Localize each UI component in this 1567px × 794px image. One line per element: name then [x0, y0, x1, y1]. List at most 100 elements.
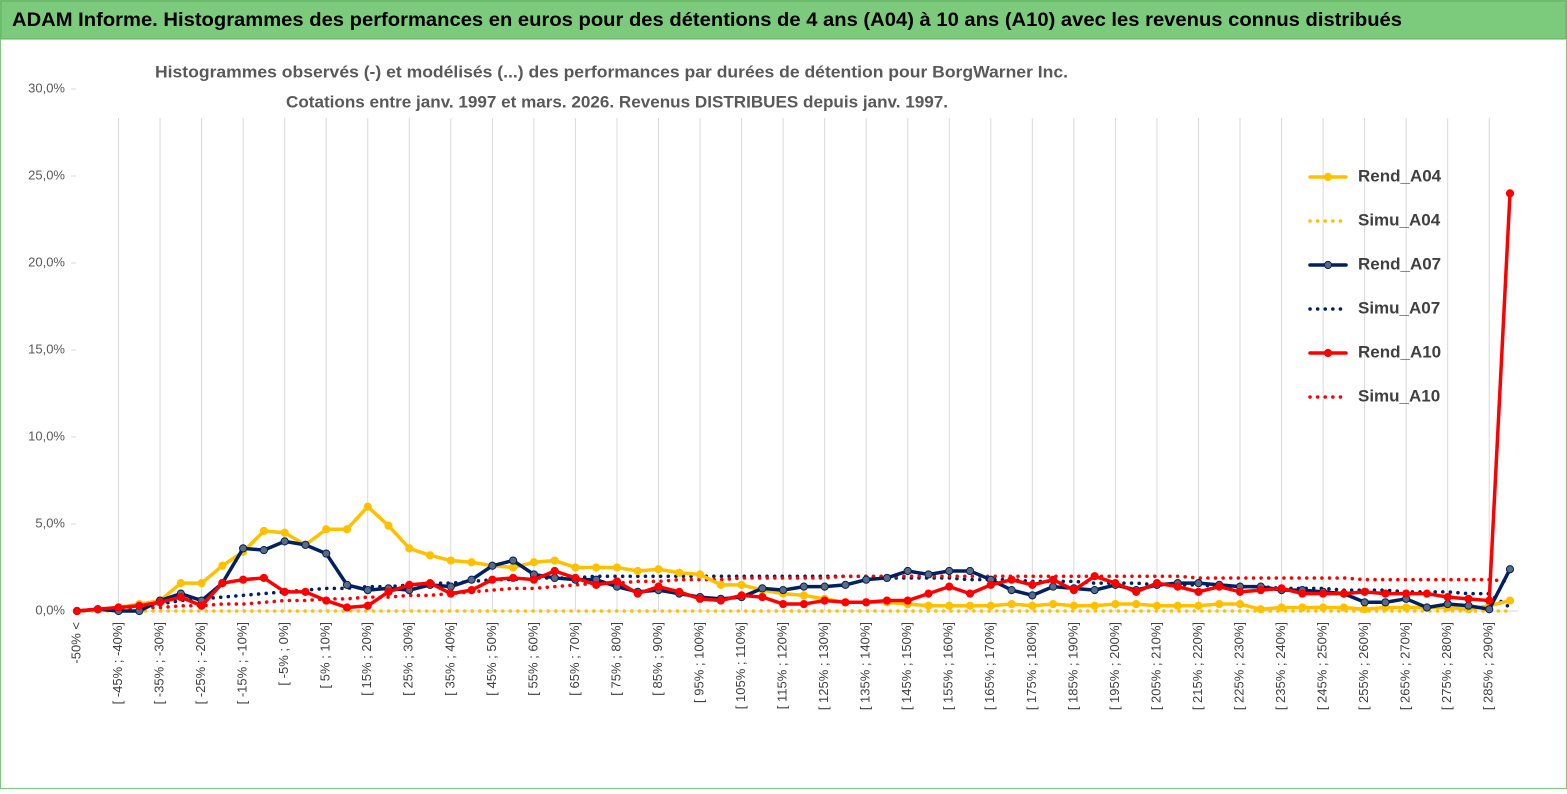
- data-point: [467, 586, 476, 595]
- data-point: [155, 598, 165, 607]
- x-tick-label: [ 45% ; 50%]: [484, 622, 499, 696]
- x-tick-label: [ 225% ; 230%]: [1231, 622, 1246, 710]
- data-point: [301, 587, 310, 596]
- data-point: [384, 521, 393, 530]
- x-tick-label: [ 245% ; 250%]: [1315, 622, 1330, 710]
- x-tick-label: [ -5% ; 0%]: [276, 622, 291, 686]
- x-tick-label: [ 5% ; 10%]: [318, 622, 333, 688]
- data-point: [342, 525, 352, 534]
- legend-label: Rend_A10: [1358, 342, 1441, 361]
- legend-label: Rend_A07: [1358, 254, 1441, 273]
- data-point: [280, 528, 289, 537]
- y-tick-label: 20,0%: [28, 254, 65, 269]
- x-tick-label: [ -15% ; -10%]: [235, 622, 250, 704]
- data-point: [467, 558, 476, 567]
- data-point: [675, 587, 684, 596]
- x-tick-label: [ 35% ; 40%]: [442, 622, 457, 696]
- data-point: [633, 589, 642, 598]
- chart-title: Histogrammes observés (-) et modélisés (…: [155, 62, 1068, 81]
- data-point: [1173, 582, 1182, 591]
- data-point: [509, 563, 518, 572]
- data-point: [446, 589, 455, 598]
- data-point: [1069, 586, 1078, 595]
- x-tick-label: [ 95% ; 100%]: [691, 622, 706, 703]
- x-tick-label: [ 165% ; 170%]: [982, 622, 997, 710]
- data-point: [1194, 587, 1203, 596]
- data-point: [1298, 589, 1307, 598]
- data-point: [529, 558, 538, 567]
- data-point: [363, 586, 372, 595]
- data-point: [1152, 601, 1162, 610]
- x-tick-label: [ 125% ; 130%]: [816, 622, 831, 710]
- data-point: [1464, 601, 1473, 610]
- x-tick-label: [ -25% ; -20%]: [193, 622, 208, 704]
- data-point: [654, 582, 663, 591]
- data-point: [1443, 599, 1452, 609]
- data-point: [363, 601, 372, 610]
- x-tick-label: [ 285% ; 290%]: [1481, 622, 1496, 710]
- data-point: [1007, 599, 1016, 609]
- data-point: [301, 540, 310, 549]
- data-point: [1339, 603, 1348, 612]
- data-point: [446, 582, 455, 591]
- y-tick-label: 5,0%: [35, 515, 65, 530]
- data-point: [965, 566, 975, 576]
- data-point: [1318, 589, 1328, 598]
- data-point: [488, 575, 497, 584]
- data-point: [1256, 586, 1265, 595]
- data-point: [924, 570, 933, 579]
- data-point: [1485, 605, 1494, 614]
- x-tick-label: [ 15% ; 20%]: [359, 622, 374, 696]
- y-tick-label: 10,0%: [28, 428, 65, 443]
- data-point: [571, 563, 580, 572]
- data-point: [1132, 587, 1141, 596]
- legend-marker: [1323, 172, 1333, 182]
- data-point: [1194, 601, 1203, 610]
- data-point: [1360, 598, 1369, 607]
- data-point: [1464, 594, 1473, 603]
- data-point: [1422, 603, 1432, 612]
- data-point: [945, 566, 954, 576]
- data-point: [259, 546, 269, 555]
- data-point: [509, 573, 518, 583]
- data-point: [675, 568, 684, 577]
- chart-subtitle: Cotations entre janv. 1997 et mars. 2026…: [286, 92, 948, 111]
- data-point: [1028, 601, 1037, 610]
- data-point: [1152, 579, 1162, 588]
- data-point: [1215, 582, 1224, 591]
- data-point: [1402, 603, 1411, 612]
- data-point: [425, 551, 435, 560]
- x-tick-label: [ 155% ; 160%]: [941, 622, 956, 710]
- data-point: [405, 580, 414, 590]
- y-tick-label: 30,0%: [28, 80, 65, 95]
- data-point: [965, 589, 975, 598]
- data-point: [1069, 601, 1078, 610]
- data-point: [1235, 587, 1245, 596]
- data-point: [1194, 579, 1203, 588]
- data-point: [1422, 589, 1432, 598]
- data-point: [1111, 599, 1120, 609]
- data-point: [820, 582, 829, 591]
- data-point: [633, 566, 642, 576]
- x-tick-label: [ 265% ; 270%]: [1398, 622, 1413, 710]
- legend: Rend_A04 Simu_A04 Rend_A07 Simu_A07 Rend_A10…: [1308, 166, 1442, 405]
- header-title: ADAM Informe. Histogrammes des performan…: [12, 10, 1402, 31]
- data-point: [1277, 584, 1286, 593]
- x-tick-label: [ 205% ; 210%]: [1148, 622, 1163, 710]
- data-point: [716, 596, 725, 605]
- data-point: [758, 592, 767, 602]
- data-point: [1360, 605, 1369, 614]
- data-point: [779, 586, 788, 595]
- data-point: [1007, 575, 1016, 584]
- x-tick-label: [ -45% ; -40%]: [110, 622, 125, 704]
- data-point: [592, 563, 601, 572]
- data-point: [1505, 189, 1515, 198]
- x-tick-label: [ 85% ; 90%]: [650, 622, 665, 696]
- legend-marker: [1323, 260, 1333, 270]
- x-tick-label: [ 135% ; 140%]: [858, 622, 873, 710]
- data-point: [903, 566, 912, 576]
- data-point: [799, 582, 808, 591]
- data-point: [779, 599, 788, 609]
- data-point: [322, 525, 331, 534]
